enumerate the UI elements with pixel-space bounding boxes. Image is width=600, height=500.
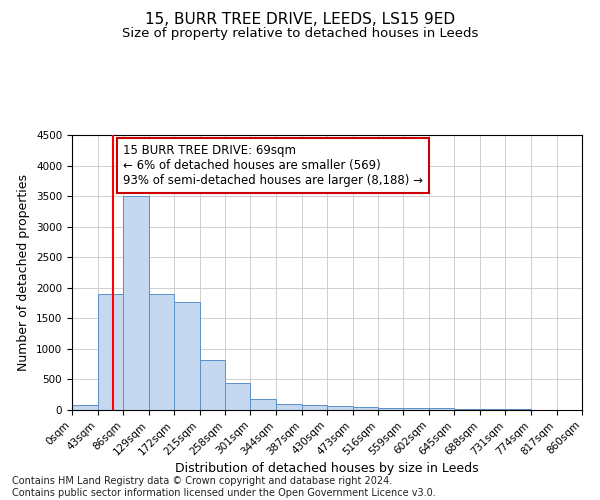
Bar [327,406,353,410]
Bar [72,406,97,410]
Bar [302,406,327,410]
Bar [225,383,251,410]
Bar [403,408,429,410]
Bar [276,404,302,410]
Bar [97,294,123,410]
Bar [199,360,225,410]
Bar [251,400,276,410]
Bar [378,408,403,410]
Bar [429,408,455,410]
Bar [174,302,199,410]
Text: Size of property relative to detached houses in Leeds: Size of property relative to detached ho… [122,28,478,40]
Bar [149,294,174,410]
Bar [455,409,480,410]
Text: 15, BURR TREE DRIVE, LEEDS, LS15 9ED: 15, BURR TREE DRIVE, LEEDS, LS15 9ED [145,12,455,28]
Bar [480,409,505,410]
Y-axis label: Number of detached properties: Number of detached properties [17,174,31,371]
Text: 15 BURR TREE DRIVE: 69sqm
← 6% of detached houses are smaller (569)
93% of semi-: 15 BURR TREE DRIVE: 69sqm ← 6% of detach… [123,144,423,187]
X-axis label: Distribution of detached houses by size in Leeds: Distribution of detached houses by size … [175,462,479,475]
Bar [123,196,149,410]
Text: Contains HM Land Registry data © Crown copyright and database right 2024.
Contai: Contains HM Land Registry data © Crown c… [12,476,436,498]
Bar [353,407,378,410]
